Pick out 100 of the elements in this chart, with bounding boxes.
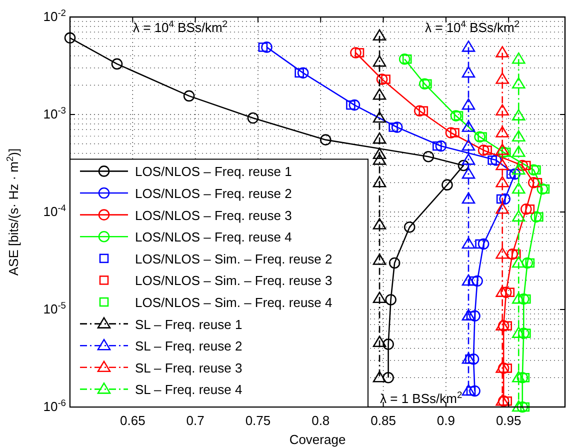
point: [435, 140, 447, 152]
point: [442, 179, 453, 190]
point: [445, 127, 457, 138]
point: [522, 328, 531, 338]
point: [496, 194, 506, 204]
point: [536, 183, 548, 195]
legend-label: SL – Freq. reuse 4: [135, 382, 242, 398]
point: [512, 146, 526, 157]
legend-label: LOS/NLOS – Sim. – Freq. reuse 4: [135, 295, 332, 310]
point: [506, 248, 518, 260]
point: [372, 88, 386, 100]
point: [372, 55, 386, 67]
point: [528, 177, 540, 188]
point: [320, 134, 332, 146]
point: [462, 139, 476, 151]
y-tick-label: 10$^{-5}$: [43, 300, 66, 316]
y-tick-label: 10$^{-3}$: [43, 106, 66, 122]
legend-label: LOS/NLOS – Freq. reuse 4: [135, 230, 292, 245]
point: [388, 122, 398, 132]
point: [518, 293, 530, 305]
point: [247, 112, 259, 124]
point: [462, 192, 476, 204]
point: [512, 210, 526, 222]
point: [462, 167, 476, 179]
x-axis-title: Coverage: [289, 432, 346, 447]
point: [462, 120, 476, 132]
point: [372, 176, 386, 188]
point: [474, 131, 486, 142]
point: [372, 336, 386, 348]
point: [478, 132, 487, 142]
point: [418, 78, 430, 90]
point: [509, 168, 521, 180]
point: [391, 122, 403, 133]
annotation: λ = 10$^{4}$ BSs/km$^{2}$: [133, 19, 228, 35]
point: [482, 146, 492, 155]
legend-label: LOS/NLOS – Freq. reuse 1: [135, 164, 292, 180]
legend-label: SL – Freq. reuse 3: [135, 360, 242, 376]
point: [462, 40, 476, 52]
point: [64, 32, 76, 44]
point: [512, 77, 526, 89]
legend-label: SL – Freq. reuse 1: [135, 316, 242, 332]
point: [512, 371, 526, 382]
point: [520, 402, 530, 412]
x-tick-label: 0.95: [496, 413, 522, 428]
point: [499, 193, 510, 205]
point: [468, 353, 480, 365]
point: [462, 309, 476, 321]
point: [422, 79, 432, 89]
point: [475, 239, 484, 249]
point: [496, 202, 509, 214]
x-tick-label: 0.65: [120, 413, 146, 428]
point: [505, 288, 515, 297]
point: [512, 52, 526, 64]
annotation: λ = 1 BSs/km$^{2}$: [380, 390, 462, 406]
point: [398, 53, 410, 65]
point: [468, 276, 478, 286]
point: [462, 274, 476, 286]
point: [382, 372, 394, 384]
y-tick-label: 10$^{-4}$: [43, 203, 66, 219]
point: [502, 364, 512, 373]
point: [458, 160, 470, 172]
point: [512, 163, 526, 175]
point: [478, 238, 490, 250]
point: [512, 326, 526, 338]
point: [261, 42, 272, 53]
point: [450, 128, 460, 138]
point: [512, 292, 526, 304]
point: [376, 74, 388, 85]
point: [516, 401, 528, 413]
point: [414, 105, 426, 116]
point: [382, 338, 394, 350]
point: [418, 106, 428, 116]
point: [522, 160, 531, 170]
point: [496, 46, 509, 58]
point: [462, 154, 476, 165]
point: [528, 164, 540, 176]
point: [422, 150, 434, 162]
point: [354, 48, 364, 58]
point: [532, 178, 542, 188]
point: [498, 146, 510, 158]
point: [472, 275, 483, 287]
y-tick-label: 10$^{-6}$: [43, 398, 66, 414]
point: [502, 396, 512, 406]
point: [381, 74, 390, 84]
point: [512, 256, 526, 268]
point: [402, 54, 412, 64]
annotation: λ = 10$^{4}$ BSs/km$^{2}$: [425, 19, 520, 35]
point: [258, 42, 268, 52]
point: [462, 352, 476, 364]
point: [388, 257, 400, 269]
point: [540, 184, 550, 194]
point: [462, 237, 476, 249]
point: [478, 144, 490, 156]
point: [496, 72, 509, 84]
point: [520, 203, 532, 215]
point: [297, 67, 309, 79]
point: [372, 148, 386, 160]
point: [488, 156, 497, 165]
point: [532, 165, 541, 175]
point: [454, 111, 464, 120]
